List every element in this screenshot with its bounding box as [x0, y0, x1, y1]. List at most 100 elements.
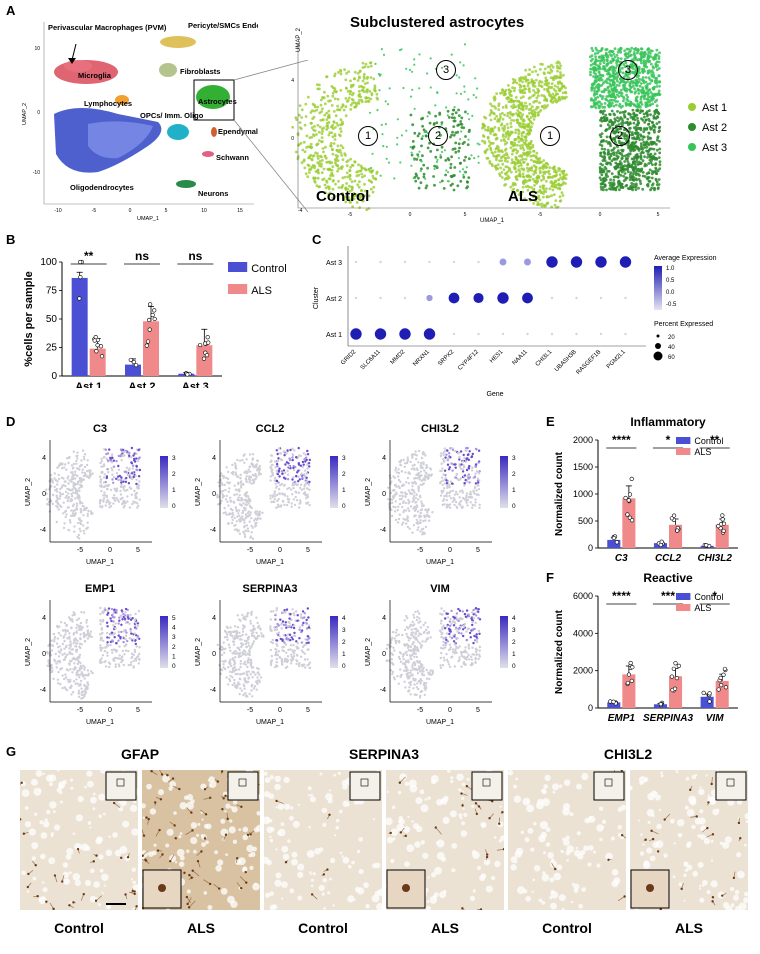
cell-point: [406, 456, 409, 459]
cell-point: [138, 498, 141, 501]
cell-point: [246, 512, 250, 515]
cell-point: [304, 479, 307, 482]
pct-dot: [656, 334, 660, 338]
data-point: [671, 666, 676, 671]
cell-point: [74, 497, 77, 500]
cell-point: [292, 612, 295, 615]
cell-point: [291, 458, 294, 462]
cell-point: [252, 481, 255, 485]
panel-g-letter: G: [6, 744, 17, 759]
cell-point: [408, 686, 411, 689]
cell-point: [222, 511, 225, 515]
cell-point: [123, 653, 126, 656]
cell-point: [106, 613, 109, 616]
svg-text:Perivascular Macrophages (PVM): Perivascular Macrophages (PVM): [48, 23, 167, 32]
cell-point: [451, 469, 454, 472]
cell-point: [72, 477, 75, 481]
cell-point: [459, 625, 463, 628]
cell-point: [301, 476, 304, 479]
cell-point: [112, 475, 116, 479]
cell-point: [417, 526, 420, 529]
cell-point: [419, 682, 422, 685]
cell-point: [440, 651, 443, 655]
cell-point: [277, 457, 280, 460]
cell-point: [220, 653, 224, 657]
cell-point: [413, 655, 416, 658]
cell-point: [56, 646, 60, 649]
cell-point: [117, 639, 120, 642]
data-point: [720, 513, 725, 518]
cell-point: [409, 683, 412, 687]
cell-point: [256, 679, 259, 682]
cell-point: [120, 623, 123, 626]
cell-point: [113, 498, 116, 502]
cell-point: [301, 610, 305, 613]
cell-point: [269, 648, 272, 652]
cell-point: [72, 633, 75, 636]
cell-point: [286, 487, 289, 490]
cell-point: [243, 521, 246, 524]
cell-point: [98, 484, 102, 487]
cell-point: [67, 482, 70, 485]
cell-point: [454, 500, 458, 504]
cell-point: [240, 638, 243, 641]
cell-point: [79, 511, 83, 514]
cell-point: [462, 453, 465, 457]
cell-point: [87, 634, 91, 638]
cell-point: [121, 618, 124, 621]
cell-point: [72, 680, 76, 683]
cell-point: [469, 655, 473, 658]
cell-point: [81, 471, 84, 474]
cell-point: [72, 485, 75, 489]
cell-point: [128, 454, 131, 457]
cell-point: [442, 453, 445, 457]
cell-point: [412, 613, 415, 616]
colorbar-tick: 0: [512, 503, 516, 510]
cell-point: [76, 451, 79, 454]
cell-point: [276, 499, 279, 503]
cell-point: [288, 486, 291, 490]
cell-point: [64, 463, 67, 466]
cell-point: [286, 469, 289, 473]
cell-point: [80, 459, 83, 462]
cell-point: [271, 641, 275, 645]
category-label: CCL2: [655, 553, 682, 564]
colorbar-tick: 0: [172, 663, 176, 670]
cell-point: [126, 500, 129, 503]
cell-point: [135, 452, 138, 455]
cell-point: [79, 679, 83, 683]
y-tick-label: 0: [42, 491, 46, 498]
cell-point: [395, 491, 398, 494]
cell-point: [90, 635, 93, 638]
y-tick-label: 0: [382, 651, 386, 658]
cell-point: [399, 463, 402, 467]
cell-point: [244, 477, 248, 480]
cell-point: [130, 493, 133, 496]
cell-point: [50, 649, 54, 652]
cell-point: [412, 453, 415, 456]
control-cluster-3-marker: 3: [436, 60, 456, 80]
cell-point: [122, 613, 125, 616]
cell-point: [425, 677, 429, 680]
cell-point: [248, 498, 252, 502]
dot-ast2-rasgef1b: [599, 296, 603, 300]
cell-point: [98, 505, 102, 508]
cell-point: [412, 641, 415, 645]
cell-point: [81, 672, 84, 676]
cell-point: [285, 608, 289, 611]
cell-point: [67, 616, 71, 619]
cell-point: [246, 674, 249, 677]
cell-point: [271, 638, 274, 642]
cell-point: [66, 477, 69, 480]
cell-point: [59, 487, 62, 491]
cell-point: [247, 641, 250, 645]
svg-text:10: 10: [201, 208, 207, 214]
colorbar-tick: 2: [172, 644, 176, 651]
cell-point: [90, 512, 93, 516]
cell-point: [63, 639, 66, 643]
cell-point: [407, 471, 410, 475]
cell-point: [78, 676, 81, 679]
cell-point: [303, 652, 306, 655]
cell-point: [478, 649, 481, 652]
cell-point: [118, 665, 121, 668]
